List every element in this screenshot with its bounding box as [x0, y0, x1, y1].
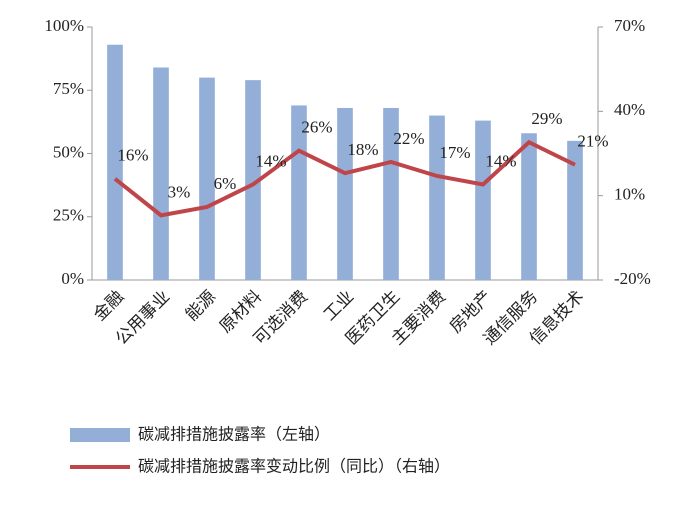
bar	[337, 107, 353, 281]
bar	[291, 105, 307, 281]
legend-label: 碳减排措施披露率（左轴）	[138, 425, 330, 444]
data-label: 14%	[255, 151, 286, 170]
y2-tick-label: 10%	[614, 185, 645, 204]
data-label: 22%	[393, 129, 424, 148]
data-label: 18%	[347, 140, 378, 159]
data-label: 14%	[485, 151, 516, 170]
bar	[107, 44, 123, 281]
bar	[383, 107, 399, 281]
bar	[475, 120, 491, 280]
y-tick-label: 50%	[53, 142, 84, 161]
y2-tick-label: 70%	[614, 16, 645, 35]
data-label: 29%	[531, 109, 562, 128]
bar	[429, 115, 445, 280]
y2-tick-label: 40%	[614, 100, 645, 119]
data-label: 3%	[168, 182, 191, 201]
bar	[521, 133, 537, 280]
legend-swatch	[70, 428, 130, 442]
bar	[245, 80, 261, 280]
data-label: 26%	[301, 118, 332, 137]
line	[113, 139, 576, 218]
data-label: 17%	[439, 143, 470, 162]
data-label: 6%	[214, 174, 237, 193]
y-tick-label: 25%	[53, 206, 84, 225]
y2-tick-label: -20%	[614, 269, 651, 288]
x-tick-label: 工业	[320, 287, 358, 325]
bar	[567, 140, 583, 280]
data-label: 16%	[117, 146, 148, 165]
bar	[153, 67, 169, 280]
data-label: 21%	[577, 132, 608, 151]
x-tick-label: 能源	[182, 287, 220, 325]
bar	[199, 77, 215, 280]
y-tick-label: 0%	[61, 269, 84, 288]
x-tick-label: 金融	[90, 287, 128, 325]
y-tick-label: 75%	[53, 79, 84, 98]
y-tick-label: 100%	[44, 16, 84, 35]
legend-label: 碳减排措施披露率变动比例（同比）（右轴）	[138, 457, 450, 476]
